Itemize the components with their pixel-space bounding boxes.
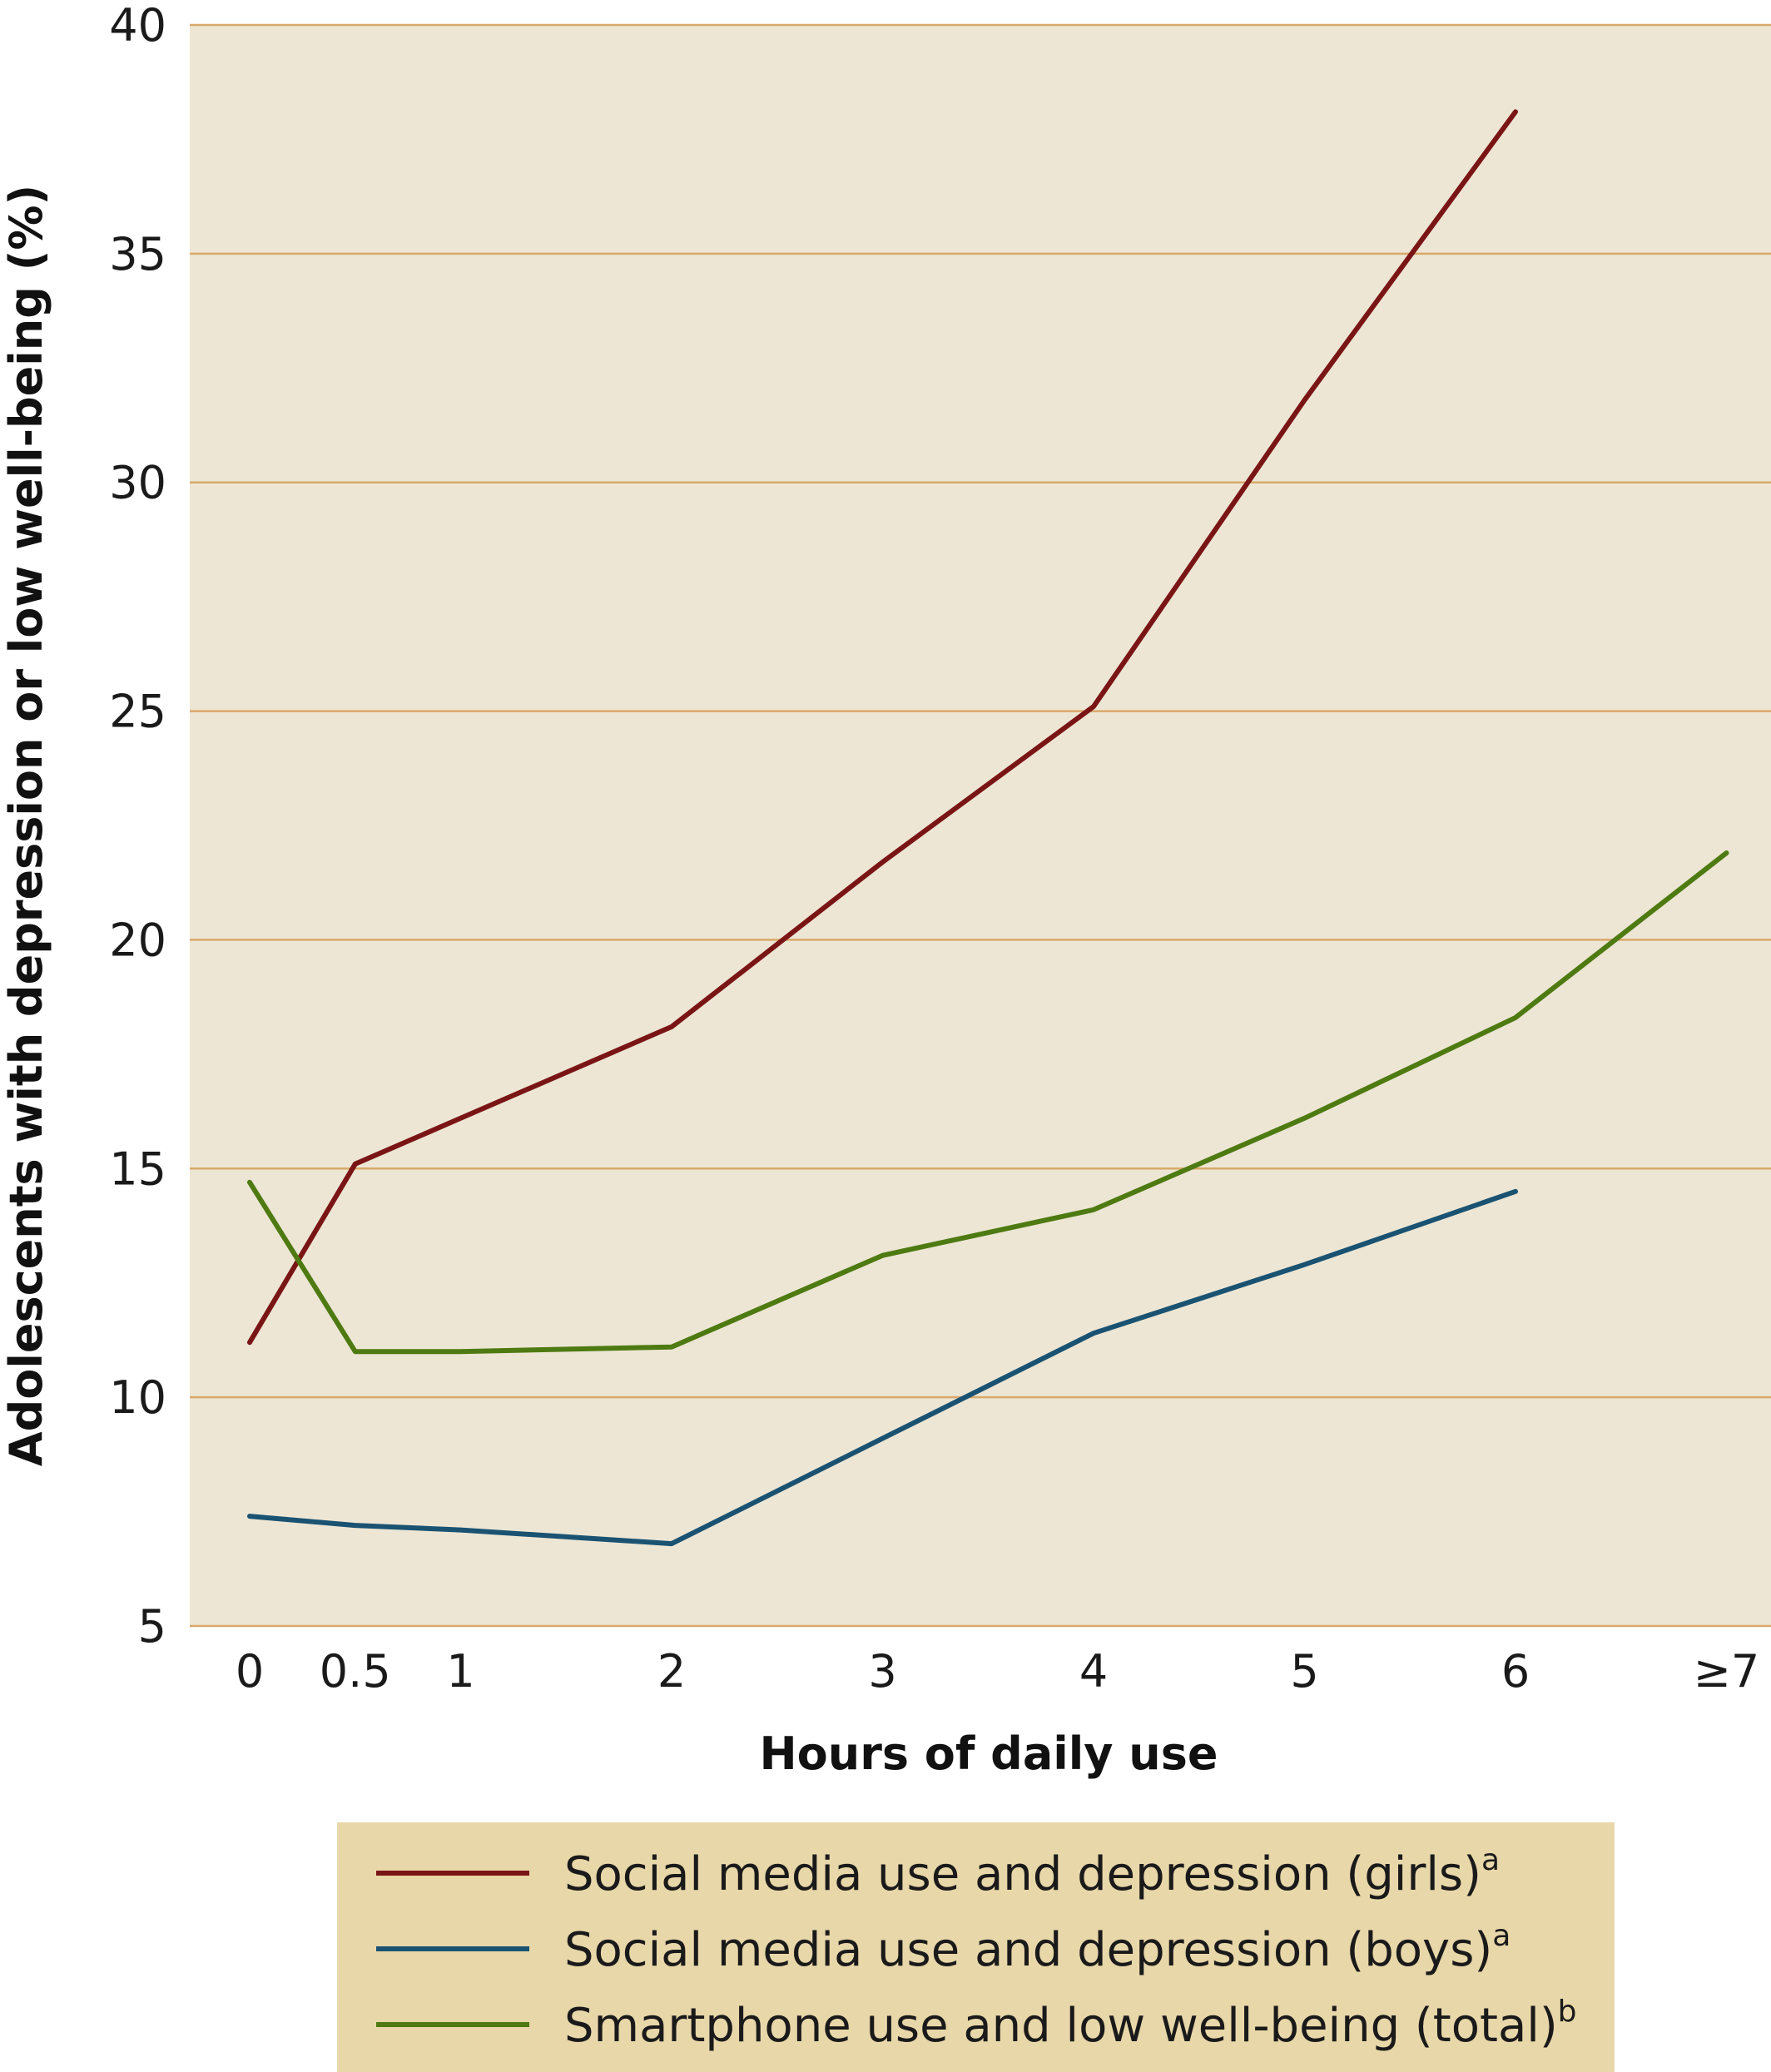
y-tick-label: 35 xyxy=(109,228,166,280)
plot-background xyxy=(190,25,1771,1626)
y-tick-label: 15 xyxy=(109,1143,166,1195)
x-tick-label: 0.5 xyxy=(320,1645,391,1698)
x-tick-label: ≥7 xyxy=(1694,1645,1760,1698)
y-tick-labels: 5 10 15 20 25 30 35 40 xyxy=(109,0,166,1653)
series-lines xyxy=(247,109,1729,1547)
y-tick-label: 25 xyxy=(109,686,166,738)
x-tick-label: 2 xyxy=(657,1645,686,1698)
legend-label-1: Social media use and depression (girls)a xyxy=(564,1843,1500,1901)
y-tick-label: 30 xyxy=(109,457,166,509)
legend-label-3: Smartphone use and low well-being (total… xyxy=(564,1995,1577,2053)
series-line-2 xyxy=(247,1188,1518,1547)
x-tick-label: 6 xyxy=(1501,1645,1530,1698)
x-tick-label: 5 xyxy=(1290,1645,1318,1698)
series-line-1 xyxy=(247,109,1518,1346)
x-tick-label: 0 xyxy=(236,1645,264,1698)
y-tick-label: 5 xyxy=(138,1600,166,1653)
x-tick-label: 3 xyxy=(868,1645,896,1698)
y-tick-label: 20 xyxy=(109,914,166,966)
x-axis-title: Hours of daily use xyxy=(759,1727,1218,1780)
legend-footnote-marker: a xyxy=(1492,1919,1511,1953)
x-tick-label: 4 xyxy=(1079,1645,1108,1698)
y-tick-label: 10 xyxy=(109,1371,166,1424)
x-tick-labels: 0 0.5 1 2 3 4 5 6 ≥7 xyxy=(236,1645,1759,1698)
series-line-3 xyxy=(247,850,1729,1355)
legend-footnote-marker: a xyxy=(1481,1843,1500,1877)
legend-background xyxy=(337,1822,1615,2072)
legend-footnote-marker: b xyxy=(1558,1995,1577,2029)
x-tick-label: 1 xyxy=(446,1645,474,1698)
legend: Social media use and depression (girls)a… xyxy=(337,1822,1615,2072)
y-tick-label: 40 xyxy=(109,0,166,52)
gridlines xyxy=(190,23,1771,1628)
y-axis-title: Adolescents with depression or low well-… xyxy=(0,185,52,1466)
legend-label-2: Social media use and depression (boys)a xyxy=(564,1919,1511,1977)
